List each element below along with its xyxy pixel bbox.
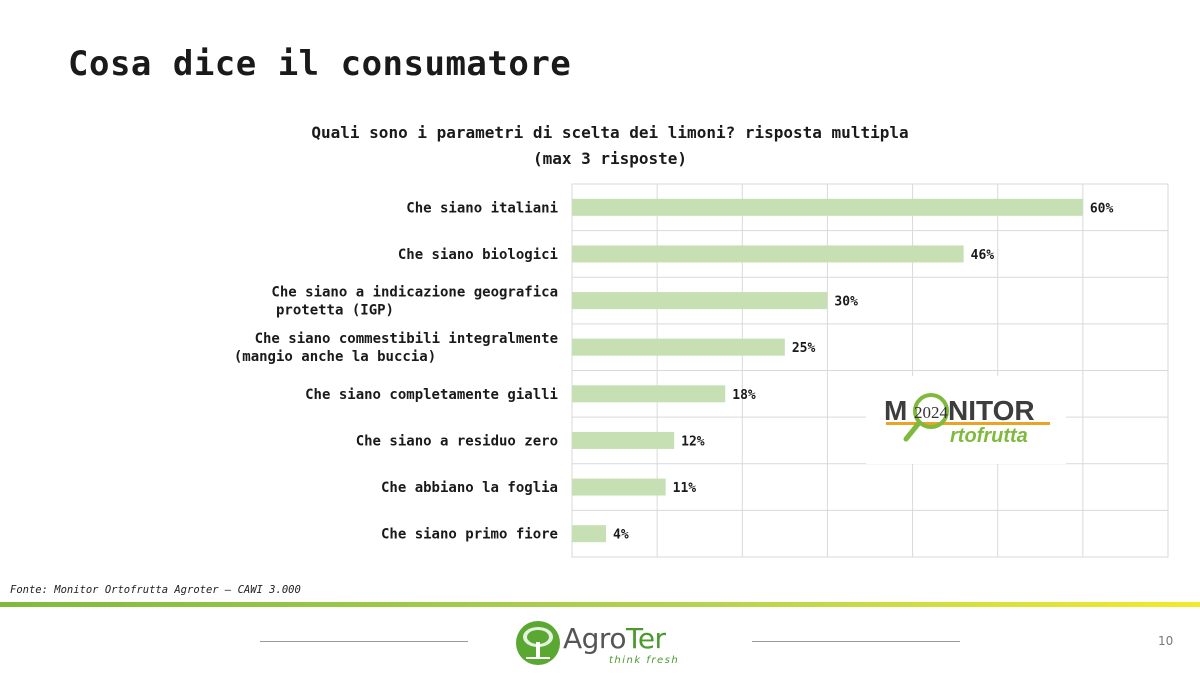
data-label: 46%	[971, 248, 995, 263]
data-label: 25%	[792, 341, 816, 356]
category-label: Che siano a residuo zero	[356, 433, 558, 449]
data-label: 18%	[732, 388, 756, 403]
monitor-ortofrutta-logo: M 2024 NITOR rtofrutta	[866, 376, 1066, 464]
bar	[572, 431, 675, 449]
bar	[572, 525, 607, 543]
agroter-logo: AgroTer think fresh	[515, 618, 685, 670]
magnifier-handle-icon	[903, 420, 922, 442]
data-label: 11%	[673, 481, 697, 496]
category-label: Che siano primo fiore	[381, 527, 558, 543]
source-note: Fonte: Monitor Ortofrutta Agroter – CAWI…	[10, 584, 301, 596]
agroter-name-part-1: Agro	[563, 622, 626, 655]
bar	[572, 245, 964, 263]
category-label: Che siano italiani	[406, 200, 558, 216]
monitor-word-suffix: NITOR	[948, 395, 1035, 426]
bar-chart: 60% Che siano italiani 46% Che siano biolog…	[234, 183, 1169, 558]
monitor-word-prefix: M	[884, 395, 907, 426]
monitor-year: 2024	[914, 403, 949, 422]
category-label: Che abbiano la foglia	[381, 480, 558, 496]
data-label: 12%	[681, 434, 705, 449]
logo-orange-stripe	[886, 422, 1050, 425]
footer-divider-left	[260, 641, 468, 642]
tree-icon	[516, 621, 560, 665]
category-label: Che siano commestibili integralmente (man…	[234, 331, 558, 365]
chart-title: Quali sono i parametri di scelta dei lim…	[200, 120, 1020, 172]
slide-title: Cosa dice il consumatore	[68, 44, 572, 84]
chart-title-line-1: Quali sono i parametri di scelta dei lim…	[311, 123, 909, 142]
chart-title-line-2: (max 3 risposte)	[532, 149, 688, 168]
bar	[572, 292, 828, 310]
ortofrutta-word: rtofrutta	[950, 425, 1028, 447]
bar	[572, 385, 726, 403]
bar	[572, 198, 1083, 216]
data-label: 60%	[1090, 201, 1114, 216]
data-label: 4%	[613, 528, 629, 543]
bar	[572, 478, 666, 496]
agroter-wordmark: AgroTer	[563, 622, 666, 655]
agroter-tagline: think fresh	[609, 655, 680, 666]
footer-divider-right	[752, 641, 960, 642]
footer-gradient-bar	[0, 602, 1200, 607]
page-number: 10	[1158, 634, 1174, 648]
monitor-ortofrutta-logo-graphic: M 2024 NITOR rtofrutta	[884, 393, 1050, 447]
agroter-name-part-2: Ter	[625, 622, 666, 655]
category-label: Che siano completamente gialli	[305, 387, 558, 403]
bar	[572, 338, 785, 356]
category-label: Che siano a indicazione geografica protet…	[271, 285, 558, 319]
category-label: Che siano biologici	[398, 247, 558, 263]
data-label: 30%	[834, 295, 858, 310]
magnifier-icon	[913, 393, 949, 429]
